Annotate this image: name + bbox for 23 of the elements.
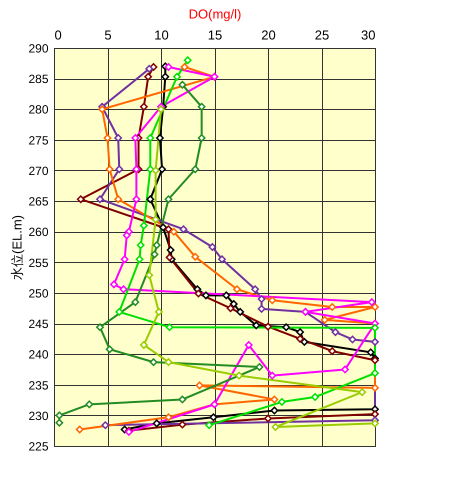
y-tick-label: 255 <box>28 256 49 270</box>
y-tick-label: 290 <box>28 42 49 56</box>
y-tick-label: 275 <box>28 133 49 148</box>
y-tick-label: 245 <box>28 317 49 332</box>
y-tick-label: 225 <box>28 440 49 454</box>
y-tick-label: 240 <box>28 348 49 362</box>
y-tick-label: 250 <box>28 286 49 300</box>
y-tick-label: 270 <box>28 164 49 178</box>
y-axis-title: 水位(EL.m) <box>9 215 24 280</box>
y-tick-label: 285 <box>28 72 49 86</box>
y-tick-label: 260 <box>28 225 49 240</box>
x-tick-label: 0 <box>54 28 62 42</box>
x-tick-label: 30 <box>361 28 376 42</box>
x-tick-label: 25 <box>314 28 330 42</box>
y-tick-label: 235 <box>28 378 49 392</box>
x-tick-label: 15 <box>208 28 222 42</box>
y-tick-label: 280 <box>28 102 49 117</box>
x-tick-label: 5 <box>104 28 112 42</box>
y-tick-label: 230 <box>28 408 49 423</box>
x-axis-title: DO(mg/l) <box>188 6 242 22</box>
x-tick-label: 20 <box>261 28 276 42</box>
y-tick-label: 265 <box>28 194 49 209</box>
x-tick-label: 10 <box>154 28 169 42</box>
